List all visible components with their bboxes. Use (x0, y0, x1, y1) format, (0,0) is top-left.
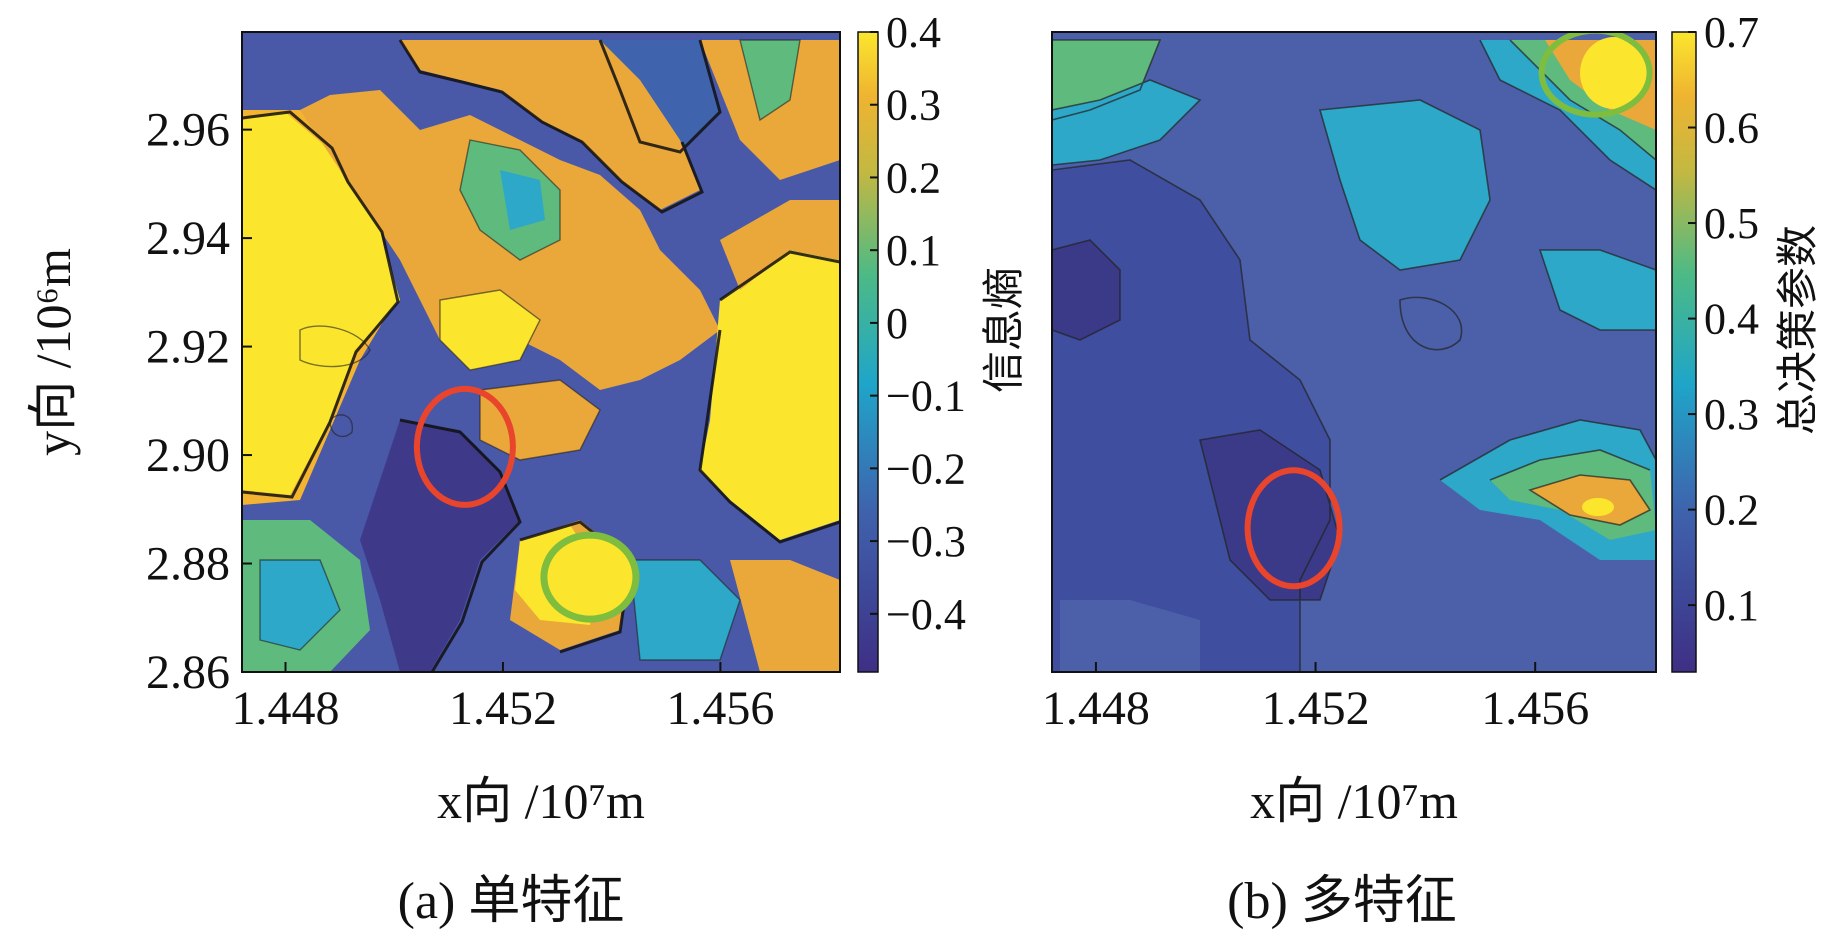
y-tick-label: 2.96 (146, 104, 230, 157)
colorbar: 0.4 0.3 0.2 0.1 0 −0.1 −0.2 −0.3 −0.4 信息熵 (857, 8, 1028, 673)
colorbar-tick-label: 0.5 (1704, 199, 1759, 248)
plot-frame (241, 31, 841, 673)
y-tick-label: 2.94 (146, 212, 230, 265)
y-tick-label: 2.92 (146, 321, 230, 374)
green-ellipse-marker (540, 531, 640, 623)
x-axis-ticks: 1.448 1.452 1.456 (1042, 662, 1589, 735)
green-ellipse-marker (1538, 32, 1653, 118)
y-tick-label: 2.88 (146, 538, 230, 591)
heatmap-plot-area (242, 32, 840, 672)
colorbar-tick-label: 0.6 (1704, 104, 1759, 153)
colorbar-gradient (1671, 31, 1697, 673)
x-tick-label: 1.456 (666, 682, 774, 735)
heatmap-plot-area (1052, 32, 1656, 672)
colorbar-tick-label: 0.7 (1704, 8, 1759, 57)
colorbar-tick-label: 0.3 (886, 81, 941, 130)
colorbar-tick-label: 0.4 (886, 8, 941, 57)
x-tick-label: 1.448 (1042, 682, 1150, 735)
colorbar-title: 总决策参数 (1773, 225, 1822, 435)
y-axis-title: y向 /10⁶m (25, 248, 81, 456)
colorbar-ticks: 0.4 0.3 0.2 0.1 0 −0.1 −0.2 −0.3 −0.4 (870, 8, 966, 639)
x-axis-ticks: 1.448 1.452 1.456 (231, 662, 774, 735)
x-tick-label: 1.448 (231, 682, 339, 735)
x-tick-label: 1.452 (449, 682, 557, 735)
red-ellipse-marker (413, 385, 516, 508)
colorbar: 0.7 0.6 0.5 0.4 0.3 0.2 0.1 总决策参数 (1671, 8, 1822, 673)
colorbar-tick-label: 0 (886, 299, 908, 348)
x-tick-label: 1.456 (1481, 682, 1589, 735)
panel-caption: (b) 多特征 (1227, 873, 1457, 930)
colorbar-tick-label: 0.2 (1704, 486, 1759, 535)
y-tick-label: 2.90 (146, 429, 230, 482)
panel-caption: (a) 单特征 (398, 873, 625, 930)
colorbar-title: 信息熵 (979, 267, 1028, 393)
colorbar-tick-label: −0.4 (886, 590, 966, 639)
y-tick-label: 2.86 (146, 646, 230, 699)
panel-b: 1.448 1.452 1.456 x向 /10⁷m (b) 多特征 0.70.60… (1042, 8, 1822, 930)
colorbar-tick-label: −0.2 (886, 444, 966, 493)
colorbar-tick-label: −0.3 (886, 517, 966, 566)
colorbar-gradient (857, 31, 879, 673)
x-axis-title: x向 /10⁷m (1250, 773, 1458, 829)
colorbar-tick-label: 0.3 (1704, 390, 1759, 439)
y-axis-ticks: 2.86 2.88 2.90 2.92 2.94 2.96 (146, 104, 252, 699)
colorbar-tick-label: 0.1 (886, 226, 941, 275)
panel-a: 1.448 1.452 1.456 2.86 2.88 2.90 2.92 2.94 2.96… (25, 8, 1028, 930)
colorbar-tick-label: 0.1 (1704, 581, 1759, 630)
colorbar-tick-label: −0.1 (886, 372, 966, 421)
red-ellipse-marker (1244, 467, 1343, 590)
colorbar-tick-label: 0.4 (1704, 295, 1759, 344)
colorbar-tick-label: 0.2 (886, 153, 941, 202)
x-tick-label: 1.452 (1262, 682, 1370, 735)
x-axis-title: x向 /10⁷m (437, 773, 645, 829)
plot-frame (1051, 31, 1657, 673)
colorbar-ticks: 0.7 0.6 0.5 0.4 0.3 0.2 0.1 (1688, 8, 1759, 630)
